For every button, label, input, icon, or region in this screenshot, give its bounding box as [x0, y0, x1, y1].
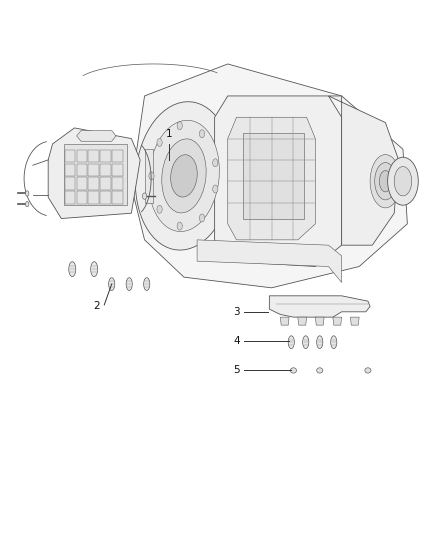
Ellipse shape	[317, 336, 323, 349]
Ellipse shape	[144, 278, 150, 290]
Polygon shape	[298, 317, 307, 325]
Ellipse shape	[213, 185, 218, 193]
Ellipse shape	[157, 205, 162, 213]
Polygon shape	[328, 96, 399, 245]
Ellipse shape	[199, 130, 205, 138]
Bar	[77, 150, 87, 162]
Ellipse shape	[388, 157, 418, 205]
Ellipse shape	[213, 159, 218, 167]
Ellipse shape	[290, 368, 297, 373]
Ellipse shape	[394, 166, 412, 196]
Polygon shape	[77, 131, 116, 141]
Polygon shape	[228, 117, 315, 240]
Ellipse shape	[25, 201, 29, 207]
Polygon shape	[48, 128, 140, 219]
Ellipse shape	[171, 155, 197, 197]
Ellipse shape	[109, 278, 115, 290]
Bar	[65, 177, 75, 190]
Polygon shape	[280, 317, 289, 325]
Polygon shape	[145, 149, 153, 203]
Bar	[112, 164, 123, 176]
Polygon shape	[197, 240, 342, 282]
Ellipse shape	[135, 102, 233, 250]
Ellipse shape	[331, 336, 337, 349]
Ellipse shape	[25, 191, 29, 196]
Bar	[112, 191, 123, 204]
Polygon shape	[215, 96, 342, 266]
Ellipse shape	[199, 214, 205, 222]
Bar	[88, 150, 99, 162]
Polygon shape	[269, 296, 370, 317]
Polygon shape	[333, 317, 342, 325]
Polygon shape	[350, 317, 359, 325]
Bar	[112, 177, 123, 190]
Ellipse shape	[91, 262, 98, 277]
Bar	[100, 177, 111, 190]
Ellipse shape	[69, 262, 76, 277]
Ellipse shape	[288, 336, 294, 349]
Ellipse shape	[365, 368, 371, 373]
Bar	[100, 191, 111, 204]
Bar	[100, 164, 111, 176]
Bar	[77, 191, 87, 204]
Ellipse shape	[149, 172, 154, 180]
Bar	[88, 191, 99, 204]
Ellipse shape	[177, 122, 182, 130]
Polygon shape	[315, 317, 324, 325]
Text: 5: 5	[233, 366, 240, 375]
Text: 4: 4	[233, 336, 240, 346]
Ellipse shape	[317, 368, 323, 373]
Ellipse shape	[126, 278, 132, 290]
Ellipse shape	[374, 163, 396, 200]
Bar	[65, 150, 75, 162]
Bar	[88, 164, 99, 176]
Ellipse shape	[177, 222, 182, 230]
Bar	[77, 164, 87, 176]
Ellipse shape	[303, 336, 309, 349]
Bar	[100, 150, 111, 162]
Bar	[65, 164, 75, 176]
Text: 1: 1	[165, 128, 172, 139]
Ellipse shape	[370, 155, 401, 208]
Ellipse shape	[157, 139, 162, 147]
Bar	[65, 191, 75, 204]
Bar	[112, 150, 123, 162]
Polygon shape	[131, 64, 407, 288]
Bar	[64, 144, 127, 205]
Ellipse shape	[148, 120, 219, 231]
Text: 3: 3	[233, 307, 240, 317]
Bar	[243, 133, 304, 219]
Bar	[88, 177, 99, 190]
Ellipse shape	[142, 193, 147, 199]
Ellipse shape	[379, 171, 392, 192]
Bar	[77, 177, 87, 190]
Ellipse shape	[162, 139, 206, 213]
Text: 2: 2	[93, 302, 100, 311]
